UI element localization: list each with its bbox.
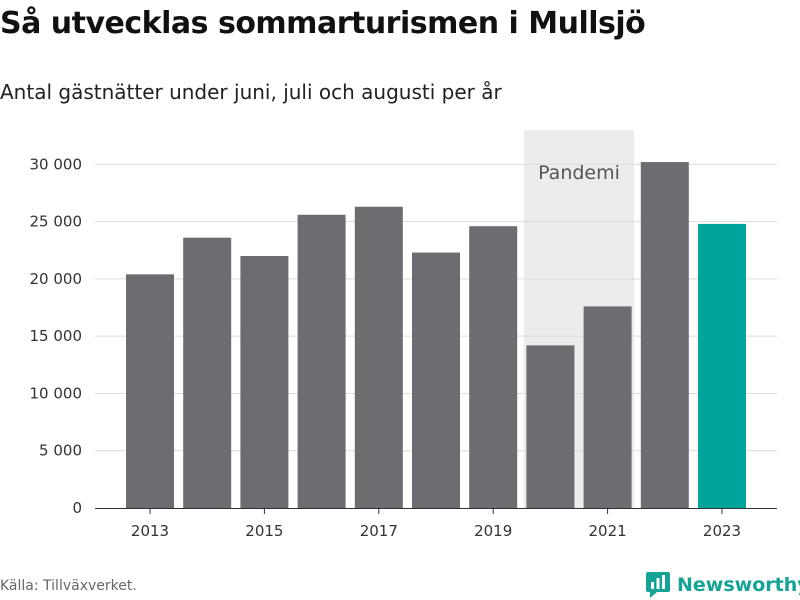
x-tick-label: 2013 xyxy=(131,522,169,540)
x-tick-label: 2015 xyxy=(245,522,283,540)
chart-title: Så utvecklas sommarturismen i Mullsjö xyxy=(0,6,646,41)
bar-2018 xyxy=(412,252,460,508)
newsworthy-logo: Newsworthy xyxy=(645,570,800,600)
bar-2019 xyxy=(469,226,518,508)
bar-2017 xyxy=(354,206,403,508)
x-tick-label: 2019 xyxy=(474,522,512,540)
bar-2021 xyxy=(583,306,632,508)
pandemic-band-label: Pandemi xyxy=(538,162,620,184)
x-tick-label: 2023 xyxy=(703,522,741,540)
chart-subtitle: Antal gästnätter under juni, juli och au… xyxy=(0,80,502,104)
y-tick-label: 15 000 xyxy=(30,327,83,345)
source-note: Källa: Tillväxverket. xyxy=(0,578,137,594)
y-tick-label: 0 xyxy=(72,499,82,517)
bar-2016 xyxy=(297,214,346,508)
y-tick-label: 30 000 xyxy=(30,155,83,173)
bar-2015 xyxy=(240,256,289,508)
bar-2022 xyxy=(640,162,689,508)
x-tick-label: 2021 xyxy=(589,522,627,540)
y-tick-label: 5 000 xyxy=(39,442,82,460)
bar-2014 xyxy=(183,237,232,508)
newsworthy-logo-icon xyxy=(646,572,670,598)
y-tick-label: 25 000 xyxy=(30,213,83,231)
y-tick-label: 10 000 xyxy=(30,384,83,402)
bar-2023 xyxy=(698,223,746,508)
newsworthy-logo-text: Newsworthy xyxy=(677,574,800,596)
x-tick-label: 2017 xyxy=(360,522,398,540)
bar-2020 xyxy=(526,345,575,508)
y-tick-label: 20 000 xyxy=(30,270,83,288)
bar-2013 xyxy=(126,274,174,508)
